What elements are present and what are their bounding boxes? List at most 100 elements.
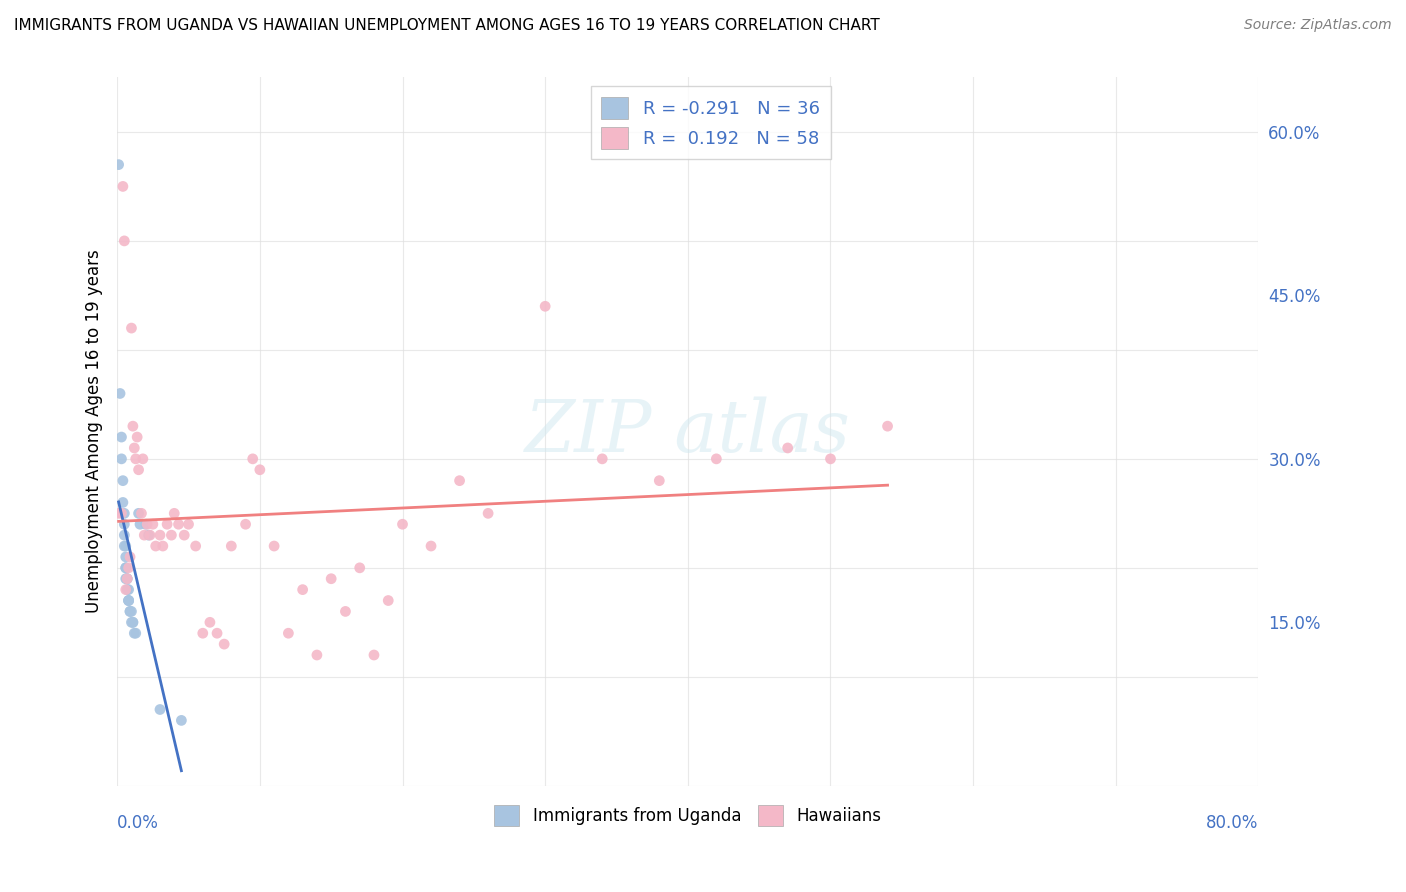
Point	[115, 582, 138, 597]
Point	[191, 626, 214, 640]
Point	[118, 604, 141, 618]
Point	[591, 451, 613, 466]
Text: 0.0%: 0.0%	[117, 814, 159, 832]
Text: IMMIGRANTS FROM UGANDA VS HAWAIIAN UNEMPLOYMENT AMONG AGES 16 TO 19 YEARS CORREL: IMMIGRANTS FROM UGANDA VS HAWAIIAN UNEMP…	[14, 18, 880, 33]
Point	[534, 299, 557, 313]
Point	[115, 572, 138, 586]
Point	[111, 474, 134, 488]
Point	[167, 517, 190, 532]
Point	[112, 528, 135, 542]
Point	[221, 539, 243, 553]
Point	[136, 517, 159, 532]
Point	[125, 451, 148, 466]
Point	[114, 572, 136, 586]
Point	[205, 626, 228, 640]
Point	[249, 463, 271, 477]
Point	[131, 506, 153, 520]
Point	[122, 419, 145, 434]
Legend: Immigrants from Uganda, Hawaiians: Immigrants from Uganda, Hawaiians	[486, 797, 890, 834]
Point	[114, 561, 136, 575]
Point	[124, 441, 146, 455]
Point	[127, 430, 149, 444]
Point	[198, 615, 221, 630]
Point	[112, 539, 135, 553]
Point	[132, 451, 155, 466]
Point	[145, 539, 167, 553]
Point	[114, 582, 136, 597]
Point	[449, 474, 471, 488]
Text: ZIP atlas: ZIP atlas	[524, 396, 851, 467]
Point	[173, 528, 195, 542]
Point	[117, 593, 139, 607]
Point	[706, 451, 728, 466]
Point	[149, 702, 172, 716]
Point	[114, 539, 136, 553]
Point	[118, 604, 141, 618]
Point	[170, 714, 193, 728]
Point	[114, 549, 136, 564]
Point	[112, 506, 135, 520]
Point	[477, 506, 499, 520]
Point	[235, 517, 257, 532]
Text: 80.0%: 80.0%	[1206, 814, 1258, 832]
Point	[134, 528, 156, 542]
Point	[321, 572, 343, 586]
Point	[363, 648, 385, 662]
Point	[118, 549, 141, 564]
Point	[291, 582, 314, 597]
Point	[125, 626, 148, 640]
Point	[129, 517, 152, 532]
Point	[112, 234, 135, 248]
Point	[277, 626, 299, 640]
Point	[110, 506, 132, 520]
Point	[776, 441, 799, 455]
Point	[120, 321, 142, 335]
Point	[110, 430, 132, 444]
Point	[120, 615, 142, 630]
Point	[120, 604, 142, 618]
Point	[377, 593, 399, 607]
Point	[107, 506, 129, 520]
Text: Source: ZipAtlas.com: Source: ZipAtlas.com	[1244, 18, 1392, 32]
Point	[112, 517, 135, 532]
Point	[149, 528, 172, 542]
Point	[142, 517, 165, 532]
Point	[128, 506, 150, 520]
Point	[128, 463, 150, 477]
Point	[242, 451, 264, 466]
Point	[117, 593, 139, 607]
Point	[117, 561, 139, 575]
Point	[152, 539, 174, 553]
Point	[212, 637, 235, 651]
Point	[177, 517, 200, 532]
Point	[391, 517, 413, 532]
Point	[124, 626, 146, 640]
Point	[117, 593, 139, 607]
Point	[122, 615, 145, 630]
Point	[184, 539, 207, 553]
Point	[110, 451, 132, 466]
Point	[115, 572, 138, 586]
Point	[648, 474, 671, 488]
Point	[108, 386, 131, 401]
Point	[420, 539, 443, 553]
Y-axis label: Unemployment Among Ages 16 to 19 years: Unemployment Among Ages 16 to 19 years	[86, 250, 103, 614]
Point	[111, 495, 134, 509]
Point	[138, 528, 160, 542]
Point	[115, 572, 138, 586]
Point	[156, 517, 179, 532]
Point	[139, 528, 162, 542]
Point	[305, 648, 328, 662]
Point	[335, 604, 357, 618]
Point	[117, 582, 139, 597]
Point	[820, 451, 842, 466]
Point	[114, 561, 136, 575]
Point	[135, 517, 157, 532]
Point	[122, 615, 145, 630]
Point	[349, 561, 371, 575]
Point	[107, 158, 129, 172]
Point	[160, 528, 183, 542]
Point	[111, 179, 134, 194]
Point	[163, 506, 186, 520]
Point	[876, 419, 898, 434]
